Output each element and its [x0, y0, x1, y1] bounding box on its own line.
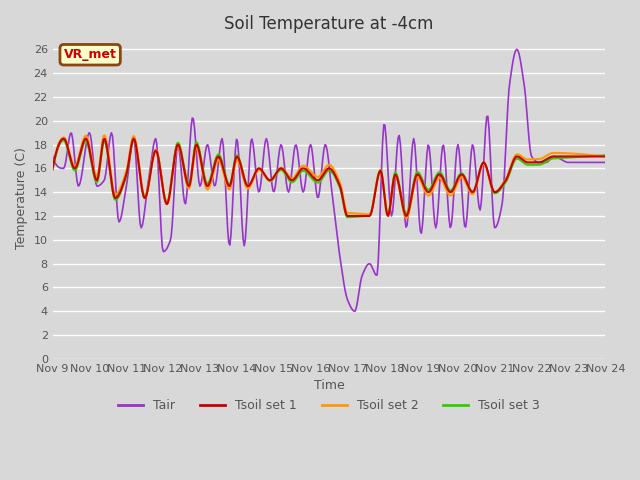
X-axis label: Time: Time: [314, 379, 344, 392]
Title: Soil Temperature at -4cm: Soil Temperature at -4cm: [224, 15, 434, 33]
Legend: Tair, Tsoil set 1, Tsoil set 2, Tsoil set 3: Tair, Tsoil set 1, Tsoil set 2, Tsoil se…: [113, 394, 545, 417]
Text: VR_met: VR_met: [64, 48, 116, 61]
Y-axis label: Temperature (C): Temperature (C): [15, 147, 28, 249]
